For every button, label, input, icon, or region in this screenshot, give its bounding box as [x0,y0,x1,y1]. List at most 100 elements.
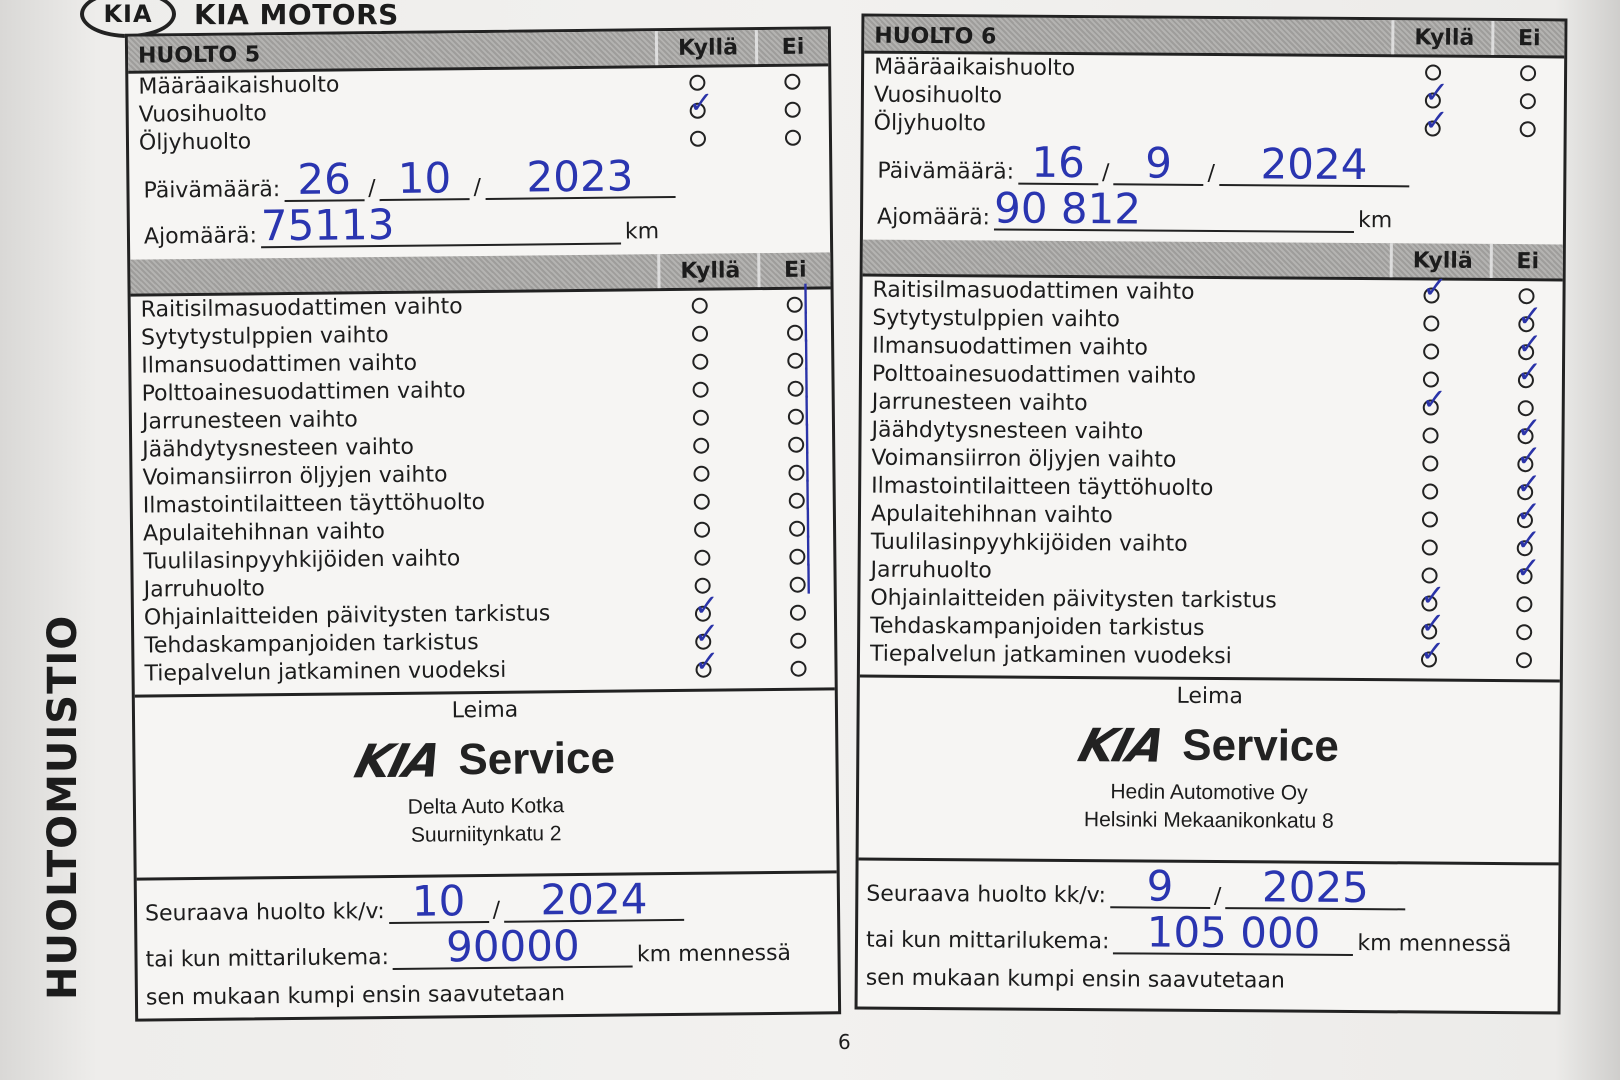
checkmark-icon: ✓ [688,85,714,121]
item-label: Tiepalvelun jatkaminen vuodeksi [869,641,1232,670]
checkmark-icon: ✓ [1422,270,1448,306]
yes-radio[interactable] [692,353,709,370]
item-label: Polttoainesuodattimen vaihto [141,378,466,407]
km-suffix: km mennessä [636,940,792,968]
item-label: Ilmansuodattimen vaihto [872,333,1148,361]
item-label: Jarruhuolto [143,576,265,603]
yes-radio[interactable] [1421,539,1438,556]
no-radio[interactable] [784,101,801,118]
item-label: Apulaitehihnan vaihto [142,519,386,547]
mileage-field[interactable]: Ajomäärä: 90 812 km [863,183,1563,235]
service-5-panel: HUOLTO 5 Kyllä Ei Määräaikaishuolto Vuosihuo… [124,26,842,1022]
service-text: Service [458,733,616,785]
next-km[interactable]: 105 000 [1113,908,1354,958]
item-label: Raitisilmasuodattimen vaihto [140,294,463,323]
item-label: Tiepalvelun jatkaminen vuodeksi [144,657,507,687]
item-label: Öljyhuolto [138,129,252,156]
checkmark-icon: ✓ [1423,103,1449,139]
date-day[interactable]: 26 [283,154,365,204]
checkmark-icon: ✓ [1515,551,1541,587]
date-year[interactable]: 2024 [1218,139,1410,189]
yes-radio[interactable] [694,549,711,566]
item-label: Jarruhuolto [870,557,992,584]
yes-radio[interactable] [1423,315,1440,332]
yes-radio[interactable] [692,381,709,398]
mileage-value[interactable]: 90 812 [994,183,1355,234]
yes-radio[interactable] [692,409,709,426]
item-label: Apulaitehihnan vaihto [870,501,1113,529]
no-radio[interactable] [1516,624,1533,641]
yes-radio[interactable] [1423,343,1440,360]
no-radio[interactable] [789,604,807,621]
no-radio[interactable] [1520,65,1537,82]
mileage-value[interactable]: 75113 [261,200,622,250]
next-service-date-field[interactable]: Seuraava huolto kk/v: 9/2025 [866,861,1558,912]
no-radio[interactable] [790,632,807,649]
item-label: Raitisilmasuodattimen vaihto [872,277,1195,305]
yes-radio[interactable] [693,465,710,482]
yes-radio[interactable] [1422,483,1439,500]
item-label: Öljyhuolto [873,110,986,137]
mileage-label: Ajomäärä: [143,223,258,250]
date-separator: / [1213,884,1222,910]
item-label: Tehdaskampanjoiden tarkistus [870,613,1205,641]
date-separator: / [1207,160,1216,187]
no-radio[interactable] [790,660,807,677]
no-radio[interactable] [1516,596,1533,613]
no-radio[interactable] [784,129,802,146]
date-month[interactable]: 9 [1113,139,1204,188]
no-radio[interactable] [1515,652,1533,669]
mileage-field[interactable]: Ajomäärä: 75113 km [130,196,830,250]
section-header: HUOLTO 6 Kyllä Ei [864,16,1565,59]
date-separator: / [1102,160,1110,186]
service-stamp: Leima KIA Service Delta Auto Kotka Suurniity… [134,687,837,881]
yes-radio[interactable] [689,130,707,147]
no-radio[interactable] [1519,93,1536,110]
yes-radio[interactable] [1422,427,1439,444]
no-radio[interactable] [1519,121,1536,138]
dealer-info: Delta Auto Kotka Suurniitynkatu 2 [136,789,837,852]
next-service-section: Seuraava huolto kk/v: 9/2025 tai kun mitta… [858,861,1559,996]
next-km[interactable]: 90000 [392,921,634,971]
side-title: HUOLTOMUISTIO [40,614,86,1000]
yes-radio[interactable] [1421,511,1439,528]
yes-radio[interactable] [693,521,711,538]
item-label: Tuulilasinpyyhkijöiden vaihto [143,546,461,575]
page-number: 6 [838,1030,851,1054]
no-column-header: Ei [757,252,831,288]
date-year[interactable]: 2023 [484,151,676,202]
yes-radio[interactable] [1422,455,1439,472]
date-month[interactable]: 10 [379,153,470,203]
next-month[interactable]: 9 [1109,862,1211,911]
item-label: Jarrunesteen vaihto [871,389,1088,417]
date-field[interactable]: Päivämäärä: 16/9/2024 [863,138,1563,189]
km-suffix: km mennessä [1357,931,1512,958]
next-month[interactable]: 10 [388,876,489,926]
yes-column-header: Kyllä [657,253,761,289]
next-service-label: Seuraava huolto kk/v: [866,881,1107,909]
mileage-label: Ajomäärä: [876,204,991,231]
kia-service-logo: KIA Service [859,717,1559,776]
yes-radio[interactable] [691,325,709,342]
no-radio[interactable] [784,73,801,90]
next-year[interactable]: 2024 [503,874,685,924]
next-service-label: Seuraava huolto kk/v: [144,899,385,927]
date-label: Päivämäärä: [877,158,1015,185]
next-service-date-field[interactable]: Seuraava huolto kk/v: 10/2024 [144,873,837,927]
yes-radio[interactable] [691,297,708,314]
date-day[interactable]: 16 [1018,138,1099,187]
date-field[interactable]: Päivämäärä: 26/10/2023 [129,150,829,204]
next-service-km-field[interactable]: tai kun mittarilukema: 105 000 km mennessä [866,907,1558,958]
item-label: Polttoainesuodattimen vaihto [871,361,1197,389]
item-label: Ilmastointilaitteen täyttöhuolto [142,489,486,519]
dealer-address: Suurniitynkatu 2 [410,822,562,847]
service-stamp: Leima KIA Service Hedin Automotive Oy Helsin… [858,674,1560,866]
yes-radio[interactable] [693,437,710,454]
yes-radio[interactable] [693,493,710,510]
next-service-km-field[interactable]: tai kun mittarilukema: 90000 km mennessä [145,919,837,973]
km-unit: km [1357,208,1393,234]
date-label: Päivämäärä: [143,177,281,204]
next-year[interactable]: 2025 [1225,862,1406,912]
item-label: Sytytystulppien vaihto [872,305,1121,333]
